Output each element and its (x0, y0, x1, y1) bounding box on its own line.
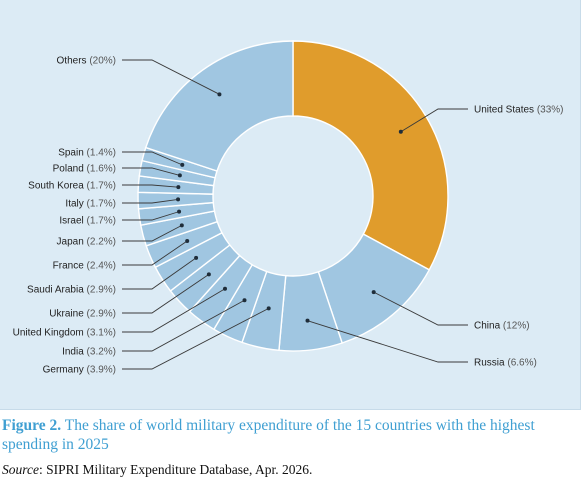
slice-label-percent: (2.4%) (87, 261, 116, 272)
slice-label-name: United States (474, 105, 537, 116)
slice-label-others: Others (20%) (57, 56, 116, 67)
source-label: Source (2, 462, 39, 477)
chart-panel: United States (33%) China (12%) Russia (6.… (0, 0, 581, 410)
slices (137, 40, 449, 352)
slice-label-poland: Poland (1.6%) (53, 164, 116, 175)
slice-label-south-korea: South Korea (1.7%) (28, 181, 116, 192)
leader-dot-russia (305, 318, 310, 323)
leader-line-spain (122, 151, 183, 166)
figure-caption-text: The share of world military expenditure … (2, 417, 535, 453)
slice-label-name: Saudi Arabia (27, 285, 87, 296)
leader-line-france (122, 240, 188, 266)
slice-label-spain: Spain (1.4%) (58, 148, 116, 159)
leader-line-russia (307, 320, 468, 363)
leader-line-china (373, 291, 468, 326)
slice-united-states (292, 40, 449, 271)
leader-dot-united-kingdom (222, 286, 227, 291)
slice-label-name: Others (57, 56, 90, 67)
leader-dot-others (217, 92, 222, 97)
leader-line-south-korea (122, 184, 179, 188)
slice-label-percent: (2.2%) (87, 237, 116, 248)
leader-line-germany (122, 308, 269, 370)
slice-label-percent: (20%) (89, 56, 116, 67)
slice-label-name: Japan (57, 237, 87, 248)
leader-line-israel (122, 211, 180, 221)
leader-lines (122, 59, 468, 370)
figure-label: Figure 2. (2, 417, 62, 434)
slice-label-india: India (3.2%) (62, 347, 116, 358)
leader-dot-poland (177, 173, 182, 178)
slice-label-percent: (1.6%) (87, 164, 116, 175)
slice-label-percent: (3.1%) (87, 328, 116, 339)
slice-label-germany: Germany (3.9%) (43, 365, 116, 376)
leader-dot-italy (176, 197, 181, 202)
slice-label-china: China (12%) (474, 321, 530, 332)
slice-label-russia: Russia (6.6%) (474, 358, 537, 369)
leader-dot-spain (180, 162, 185, 167)
slice-label-percent: (12%) (503, 321, 530, 332)
leader-dot-israel (177, 209, 182, 214)
leader-dot-india (242, 298, 247, 303)
leader-line-united-states (400, 108, 468, 133)
leader-line-japan (122, 224, 183, 242)
leader-dot-japan (179, 223, 184, 228)
leader-dot-saudi-arabia (194, 255, 199, 260)
leader-dot-france (185, 239, 190, 244)
slice-label-name: France (53, 261, 87, 272)
leader-line-india (122, 299, 245, 352)
slice-label-israel: Israel (1.7%) (59, 216, 116, 227)
slice-label-percent: (33%) (537, 105, 564, 116)
leader-line-united-kingdom (122, 288, 226, 333)
slice-label-name: Italy (65, 199, 86, 210)
leader-dot-germany (266, 306, 271, 311)
slice-label-percent: (1.7%) (87, 199, 116, 210)
slice-label-name: Germany (43, 365, 87, 376)
slice-label-name: Ukraine (49, 309, 86, 320)
slice-label-name: South Korea (28, 181, 86, 192)
slice-label-percent: (2.9%) (87, 309, 116, 320)
slice-label-name: Russia (474, 358, 507, 369)
slice-label-united-kingdom: United Kingdom (3.1%) (13, 328, 116, 339)
slice-label-japan: Japan (2.2%) (57, 237, 116, 248)
slice-label-name: Poland (53, 164, 87, 175)
slice-label-percent: (1.4%) (87, 148, 116, 159)
slice-label-name: India (62, 347, 86, 358)
leader-line-italy (122, 198, 179, 204)
leader-line-others (122, 59, 220, 95)
slice-label-percent: (1.7%) (87, 181, 116, 192)
leader-dot-ukraine (206, 272, 211, 277)
slice-others (144, 40, 294, 172)
source-line: Source: SIPRI Military Expenditure Datab… (2, 462, 312, 478)
slice-label-percent: (3.2%) (87, 347, 116, 358)
leader-line-saudi-arabia (122, 257, 197, 290)
slice-label-name: Spain (58, 148, 86, 159)
slice-label-name: Israel (59, 216, 86, 227)
slice-label-france: France (2.4%) (53, 261, 116, 272)
slice-label-saudi-arabia: Saudi Arabia (2.9%) (27, 285, 116, 296)
slice-label-percent: (3.9%) (87, 365, 116, 376)
source-text: : SIPRI Military Expenditure Database, A… (39, 462, 313, 477)
slice-label-name: United Kingdom (13, 328, 87, 339)
slice-label-ukraine: Ukraine (2.9%) (49, 309, 116, 320)
leader-dot-south-korea (176, 185, 181, 190)
leader-dot-china (371, 290, 376, 295)
slice-labels: United States (33%) China (12%) Russia (6.… (13, 56, 564, 376)
leader-line-poland (122, 167, 180, 176)
slice-label-italy: Italy (1.7%) (65, 199, 116, 210)
slice-label-percent: (1.7%) (87, 216, 116, 227)
slice-label-percent: (2.9%) (87, 285, 116, 296)
leader-dot-united-states (398, 129, 403, 134)
figure-caption: Figure 2. The share of world military ex… (2, 416, 577, 454)
slice-label-percent: (6.6%) (507, 358, 536, 369)
slice-label-united-states: United States (33%) (474, 105, 564, 116)
leader-line-ukraine (122, 274, 210, 314)
donut-chart: United States (33%) China (12%) Russia (6.… (13, 40, 564, 376)
slice-label-name: China (474, 321, 503, 332)
